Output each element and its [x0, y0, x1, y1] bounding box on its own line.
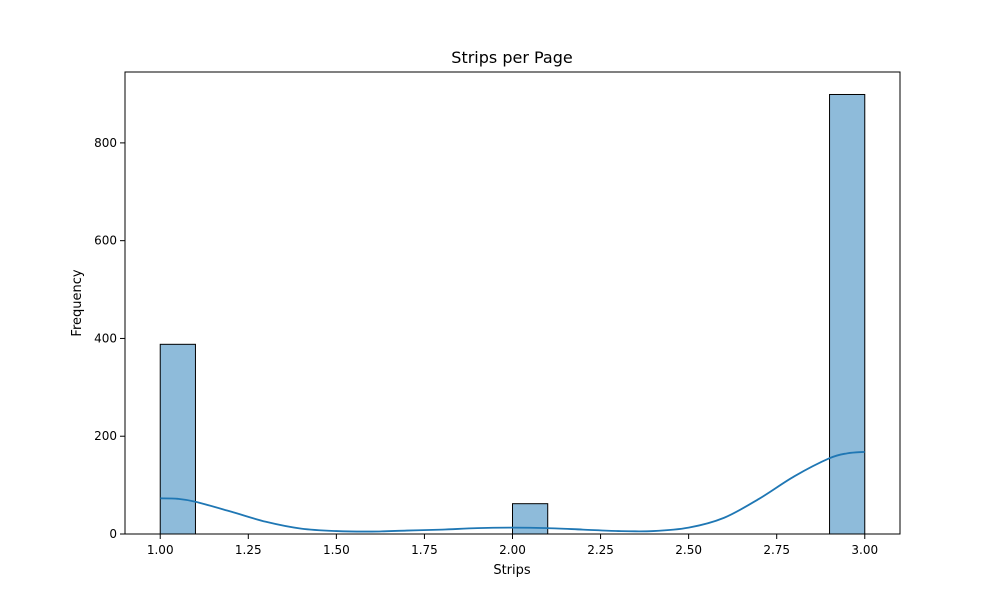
- x-tick-label-4: 2.00: [499, 543, 526, 557]
- x-tick-label-0: 1.00: [147, 543, 174, 557]
- chart-title: Strips per Page: [451, 48, 572, 67]
- y-axis: 0 200 400 600 800: [94, 136, 125, 541]
- y-tick-label-1: 200: [94, 429, 117, 443]
- y-tick-label-3: 600: [94, 234, 117, 248]
- x-tick-label-1: 1.25: [235, 543, 262, 557]
- y-tick-label-0: 0: [109, 527, 117, 541]
- histogram-bar-0: [159, 343, 196, 535]
- x-tick-label-2: 1.50: [323, 543, 350, 557]
- x-tick-label-7: 2.75: [763, 543, 790, 557]
- y-tick-label-4: 800: [94, 136, 117, 150]
- y-axis-label: Frequency: [70, 269, 85, 336]
- x-tick-label-6: 2.50: [675, 543, 702, 557]
- bars-group: [159, 93, 866, 535]
- kde-curve: [160, 450, 865, 533]
- plot-frame: [124, 71, 901, 535]
- x-tick-label-8: 3.00: [851, 543, 878, 557]
- x-tick-label-5: 2.25: [587, 543, 614, 557]
- x-tick-label-3: 1.75: [411, 543, 438, 557]
- x-axis: 1.00 1.25 1.50 1.75 2.00 2.25 2.50 2.75 3.00: [147, 534, 878, 557]
- x-axis-label: Strips: [493, 563, 531, 578]
- histogram-bar-2: [829, 93, 866, 535]
- y-tick-label-2: 400: [94, 331, 117, 345]
- histogram-bar-1: [512, 503, 549, 535]
